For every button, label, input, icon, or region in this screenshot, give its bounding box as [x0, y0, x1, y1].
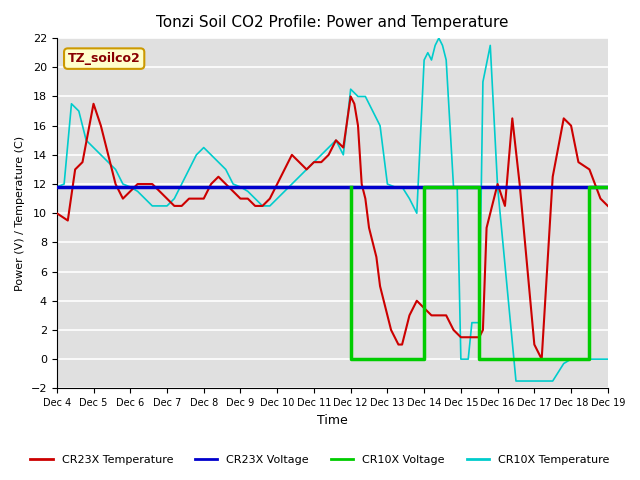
Y-axis label: Power (V) / Temperature (C): Power (V) / Temperature (C) — [15, 136, 25, 291]
Legend: CR23X Temperature, CR23X Voltage, CR10X Voltage, CR10X Temperature: CR23X Temperature, CR23X Voltage, CR10X … — [26, 451, 614, 469]
X-axis label: Time: Time — [317, 414, 348, 427]
Title: Tonzi Soil CO2 Profile: Power and Temperature: Tonzi Soil CO2 Profile: Power and Temper… — [156, 15, 509, 30]
Text: TZ_soilco2: TZ_soilco2 — [68, 52, 141, 65]
